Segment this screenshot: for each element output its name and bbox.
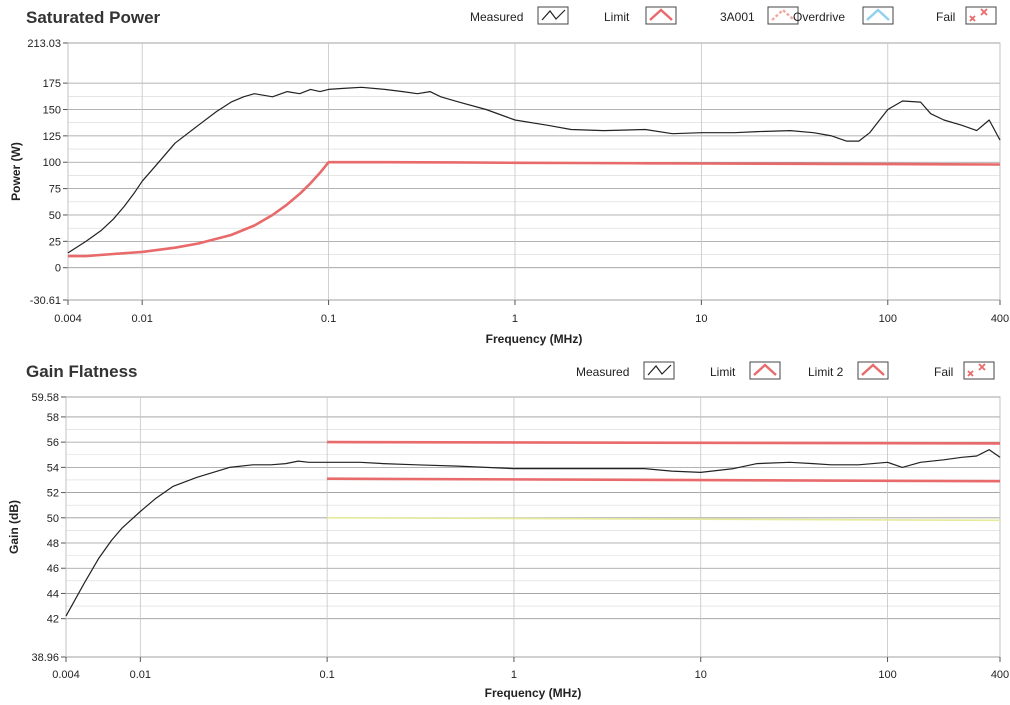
y-axis-label: Power (W) [9,142,23,201]
legend-swatch-box [749,361,781,380]
y-tick-label: 0 [55,263,61,275]
legend-swatch-line [866,8,890,21]
x-tick-label: 0.1 [321,313,336,325]
x-tick-label: 400 [991,669,1009,681]
x-tick-label: 100 [879,313,897,325]
y-tick-label: -30.61 [30,295,61,307]
x-tick-label: 1 [512,313,518,325]
series-line-limit [68,160,1001,258]
legend-label: Fail [936,10,955,24]
chart-saturated-power: -30.61 0 25 50 75 100 125 150 175 213.03 0.004 0.01… [9,6,1009,346]
legend-swatch-box [862,6,894,25]
legend-swatch-line [861,363,885,376]
series-line-measured [67,86,1001,254]
x-tick-label: 0.01 [130,669,151,681]
x-tick-label: 100 [878,669,896,681]
x-axis-label: Frequency (MHz) [486,332,583,346]
y-tick-label: 125 [43,131,61,143]
x-axis-label: Frequency (MHz) [485,686,582,700]
chart-gain-flatness: 38.96 42 44 46 48 50 52 54 56 58 59.58 0.004 0.01 0.1… [7,361,1009,700]
y-tick-label: 48 [47,538,59,550]
series-line-limit [327,440,1001,445]
chart-title: Saturated Power [26,8,161,27]
y-tick-label: 150 [43,104,61,116]
x-tick-label: 400 [991,313,1009,325]
y-tick-label: 59.58 [31,392,59,404]
legend-label: Measured [470,10,523,24]
legend-fail-marker [969,15,976,22]
legend-swatch-line [649,8,673,21]
x-tick-label: 10 [695,669,707,681]
legend-swatch-box [857,361,889,380]
legend-label: Overdrive [793,10,845,24]
legend-item-3a001: 3A001 [720,6,799,25]
y-axis-label: Gain (dB) [7,500,21,554]
legend-item-measured: Measured [576,361,675,380]
chart-title: Gain Flatness [26,362,137,381]
y-tick-label: 75 [49,184,61,196]
series-line-reference-3 [327,516,1001,522]
legend-item-fail: Fail [936,6,997,25]
y-tick-label: 38.96 [31,652,59,664]
x-tick-label: 0.004 [52,669,80,681]
x-tick-label: 1 [511,669,517,681]
legend-item-fail: Fail [934,361,995,380]
legend-fail-marker [978,363,986,371]
y-tick-label: 52 [47,488,59,500]
legend-swatch-line [541,9,566,21]
legend-fail-marker [980,8,988,16]
series-line-limit-2 [327,477,1001,483]
y-tick-label: 42 [47,614,59,626]
legend-item-overdrive: Overdrive [793,6,894,25]
legend-item-limit-2: Limit 2 [808,361,889,380]
legend-swatch-line [753,363,777,376]
legend-swatch-line [647,364,672,376]
y-tick-label: 213.03 [27,38,61,50]
x-tick-label: 0.004 [54,313,82,325]
plot-area [67,42,1001,301]
y-tick-label: 175 [43,78,61,90]
legend-item-limit: Limit [604,6,677,25]
legend-label: 3A001 [720,10,755,24]
legend-label: Fail [934,365,953,379]
y-tick-label: 56 [47,437,59,449]
legend-swatch-box [645,6,677,25]
legend-label: Limit 2 [808,365,844,379]
legend-item-measured: Measured [470,6,569,25]
legend-label: Limit [710,365,736,379]
legend-swatch-box [767,6,799,25]
y-tick-label: 50 [47,513,59,525]
y-tick-label: 50 [49,210,61,222]
x-tick-label: 0.1 [319,669,334,681]
legend-label: Measured [576,365,629,379]
y-tick-label: 44 [47,588,59,600]
plot-area [65,396,1001,658]
x-tick-label: 10 [695,313,707,325]
series-line-measured [65,449,1001,617]
y-tick-label: 54 [47,462,59,474]
legend-fail-marker [967,370,974,377]
legend-item-limit: Limit [710,361,781,380]
y-tick-label: 100 [43,157,61,169]
legend-label: Limit [604,10,630,24]
y-tick-label: 46 [47,563,59,575]
y-tick-label: 58 [47,412,59,424]
x-tick-label: 0.01 [131,313,152,325]
y-tick-label: 25 [49,236,61,248]
